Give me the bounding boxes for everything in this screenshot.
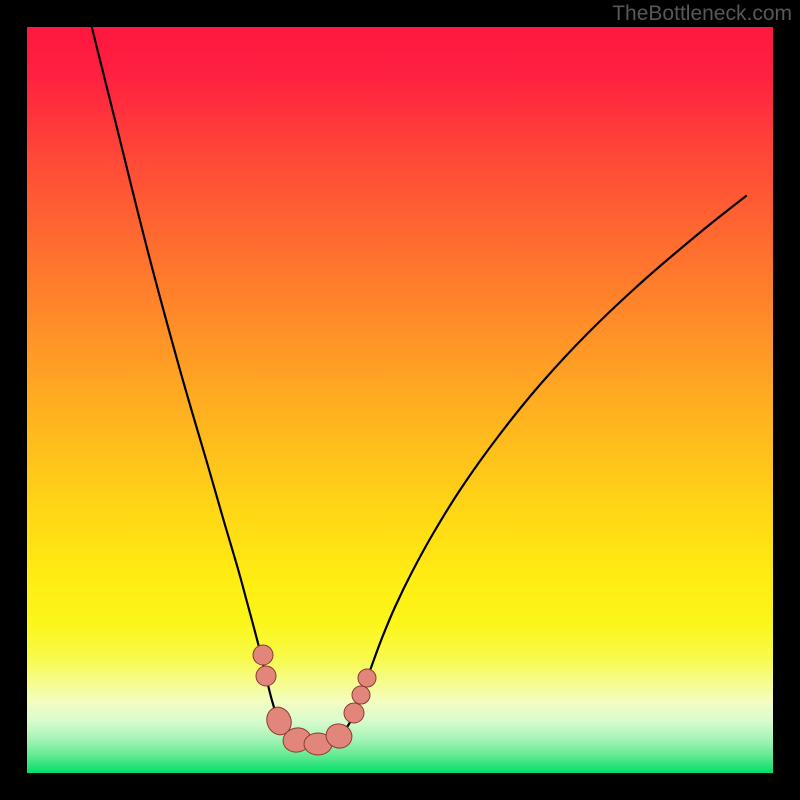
bead — [253, 645, 273, 665]
stage: TheBottleneck.com — [0, 0, 800, 800]
bead — [344, 703, 364, 723]
chart-frame — [27, 27, 773, 773]
bead — [352, 686, 370, 704]
gradient-background — [27, 27, 773, 773]
bead — [256, 666, 276, 686]
watermark-text: TheBottleneck.com — [612, 2, 792, 26]
bottleneck-chart — [27, 27, 773, 773]
bead — [358, 669, 376, 687]
